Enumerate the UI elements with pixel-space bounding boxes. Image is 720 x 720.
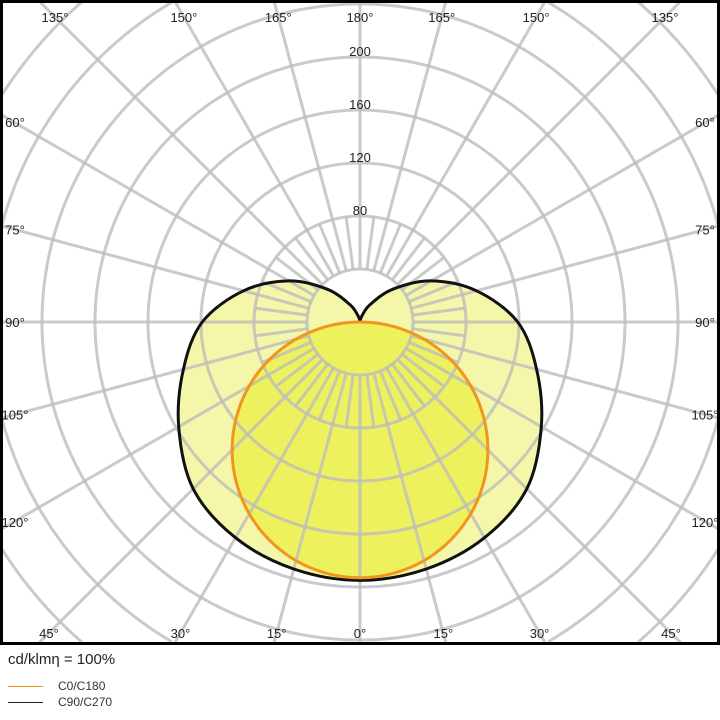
angle-label-left: 75° — [5, 222, 25, 237]
angle-label-right: 90° — [695, 315, 715, 330]
grid-spoke — [173, 0, 335, 277]
grid-spoke — [0, 113, 315, 297]
angle-label-right: 75° — [695, 222, 715, 237]
angle-label-left: 60° — [5, 115, 25, 130]
legend-swatch-c0 — [8, 685, 43, 687]
grid-spoke-minor — [274, 353, 319, 388]
radial-tick-label: 200 — [349, 44, 371, 59]
radial-tick-label: 120 — [349, 150, 371, 165]
unit-label: cd/klmη = 100% — [8, 651, 116, 668]
angle-label-top: 135° — [42, 10, 69, 25]
grid-spoke-minor — [318, 370, 342, 421]
angle-label-bottom: 45° — [39, 626, 59, 641]
grid-spoke-minor — [294, 236, 329, 281]
curve-c0-c180 — [230, 320, 490, 580]
angle-label-bottom: 15° — [433, 626, 453, 641]
angle-label-bottom: 30° — [530, 626, 550, 641]
grid-spoke-minor — [378, 223, 402, 274]
grid-spoke — [272, 372, 348, 644]
grid-spoke — [385, 367, 547, 644]
grid-spoke — [410, 334, 720, 420]
angle-label-left: 120° — [2, 515, 29, 530]
angle-label-left: 105° — [2, 408, 29, 423]
grid-spoke-minor — [401, 353, 446, 388]
grid-spoke — [410, 224, 720, 310]
grid-spoke — [372, 372, 448, 644]
grid-spoke-minor — [254, 306, 308, 317]
axis-labels: 80 120 160 200 135° 150° 165° 180° 165° 150° 135° 1… — [2, 10, 719, 641]
grid-spoke — [0, 334, 310, 420]
legend-swatch-c90 — [8, 701, 43, 703]
grid-spoke-minor — [412, 327, 466, 338]
grid-spoke-minor — [408, 280, 459, 304]
grid-spoke — [405, 113, 720, 297]
chart-frame — [0, 0, 720, 645]
grid-circle-320 — [1, 0, 719, 644]
angle-label-bottom: 15° — [267, 626, 287, 641]
angle-label-right: 120° — [692, 515, 719, 530]
grid-spoke-minor — [365, 216, 376, 270]
grid-spoke — [272, 0, 348, 272]
angle-label-top: 135° — [652, 10, 679, 25]
angle-label-bottom: 0° — [354, 626, 366, 641]
curves — [176, 279, 544, 582]
grid-spoke — [173, 367, 335, 644]
grid-spoke — [396, 358, 683, 645]
grid-spoke — [385, 0, 547, 277]
angle-label-top: 150° — [523, 10, 550, 25]
radial-tick-label: 80 — [353, 203, 367, 218]
grid-spoke-minor — [294, 363, 329, 408]
angle-label-top: 150° — [170, 10, 197, 25]
legend-label-c90: C90/C270 — [58, 695, 113, 709]
angle-label-right: 105° — [692, 408, 719, 423]
angle-label-bottom: 45° — [661, 626, 681, 641]
grid-spoke-minor — [254, 327, 308, 338]
angle-label-left: 90° — [5, 315, 25, 330]
radial-tick-label: 160 — [349, 97, 371, 112]
grid-spoke-minor — [261, 280, 312, 304]
grid-spoke-minor — [378, 370, 402, 421]
grid-spoke-minor — [391, 363, 426, 408]
grid-spoke — [0, 347, 315, 531]
legend-label-c0: C0/C180 — [58, 679, 106, 693]
grid-spoke-minor — [391, 236, 426, 281]
angle-label-top: 165° — [265, 10, 292, 25]
polar-grid — [0, 0, 720, 645]
grid-spoke — [37, 0, 324, 286]
grid-spoke — [37, 358, 324, 645]
angle-label-right: 60° — [695, 115, 715, 130]
grid-spoke — [0, 224, 310, 310]
grid-spoke — [372, 0, 448, 272]
grid-spoke-minor — [318, 223, 342, 274]
grid-spoke-minor — [344, 216, 355, 270]
grid-spoke-minor — [412, 306, 466, 317]
legend-item-c90: C90/C270 — [8, 695, 112, 709]
angle-label-top: 165° — [428, 10, 455, 25]
grid-spoke — [396, 0, 683, 286]
angle-label-top: 180° — [347, 10, 374, 25]
grid-circle-280 — [0, 1, 720, 643]
grid-spoke — [405, 347, 720, 531]
angle-label-bottom: 30° — [171, 626, 191, 641]
legend-item-c0: C0/C180 — [8, 679, 105, 693]
grid-spoke-minor — [344, 374, 355, 428]
grid-spoke-minor — [365, 374, 376, 428]
